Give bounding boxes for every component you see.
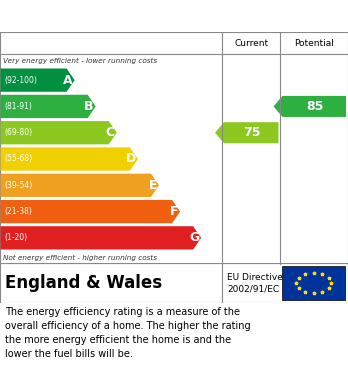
Text: Very energy efficient - lower running costs: Very energy efficient - lower running co… (3, 57, 157, 64)
Polygon shape (0, 226, 201, 249)
Text: F: F (169, 205, 178, 218)
Text: 75: 75 (243, 126, 261, 139)
Text: Energy Efficiency Rating: Energy Efficiency Rating (9, 9, 230, 23)
Polygon shape (0, 121, 117, 144)
Text: D: D (126, 152, 136, 165)
Text: E: E (149, 179, 157, 192)
Polygon shape (0, 147, 138, 170)
Text: The energy efficiency rating is a measure of the
overall efficiency of a home. T: The energy efficiency rating is a measur… (5, 307, 251, 359)
Text: Potential: Potential (294, 38, 334, 47)
Bar (283, 266, 345, 300)
Text: (1-20): (1-20) (4, 233, 27, 242)
Text: England & Wales: England & Wales (5, 274, 162, 292)
Text: (55-68): (55-68) (4, 154, 32, 163)
Polygon shape (0, 68, 74, 92)
Polygon shape (274, 96, 346, 117)
Text: C: C (106, 126, 115, 139)
Polygon shape (215, 122, 278, 143)
Text: A: A (63, 74, 73, 87)
Text: B: B (84, 100, 94, 113)
Text: (21-38): (21-38) (4, 207, 32, 216)
Text: (39-54): (39-54) (4, 181, 32, 190)
Text: Current: Current (234, 38, 268, 47)
Polygon shape (0, 200, 180, 223)
Text: 85: 85 (307, 100, 324, 113)
Text: Not energy efficient - higher running costs: Not energy efficient - higher running co… (3, 255, 157, 261)
Text: (92-100): (92-100) (4, 75, 37, 84)
Text: (81-91): (81-91) (4, 102, 32, 111)
Polygon shape (0, 174, 159, 197)
Text: EU Directive
2002/91/EC: EU Directive 2002/91/EC (227, 273, 283, 293)
Polygon shape (0, 95, 96, 118)
Text: (69-80): (69-80) (4, 128, 32, 137)
Text: G: G (189, 231, 199, 244)
